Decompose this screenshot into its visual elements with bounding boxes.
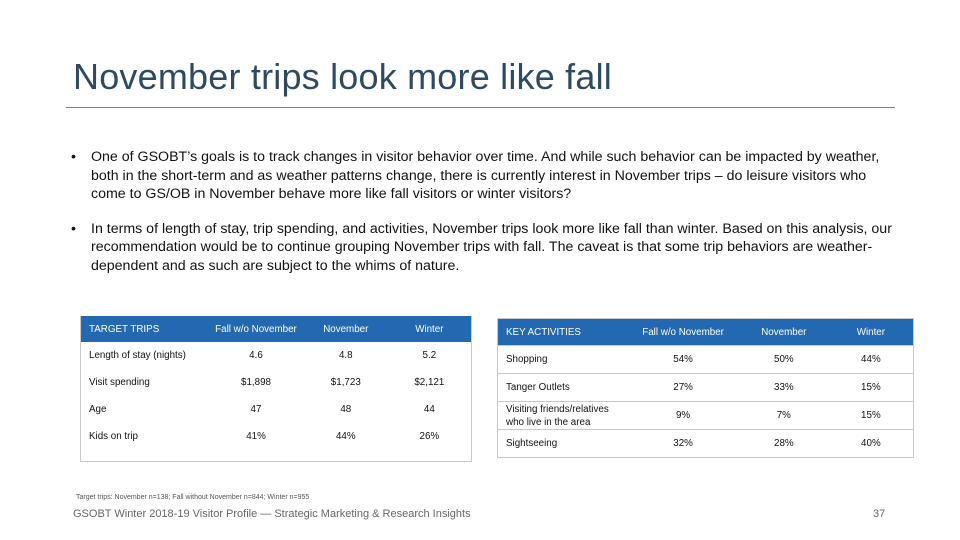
bullet-text: One of GSOBT’s goals is to track changes… [91,149,880,202]
column-header: Winter [387,316,472,342]
table-header-row: TARGET TRIPS Fall w/o November November … [80,316,472,342]
row-label: Length of stay (nights) [89,350,186,361]
row-label: Kids on trip [89,431,139,442]
column-header: November [738,318,829,346]
row-label: Sightseeing [497,429,628,458]
table-row: Length of stay (nights) 4.6 4.8 5.2 [81,342,472,369]
column-header: KEY ACTIVITIES [497,318,628,346]
table-header-row: KEY ACTIVITIES Fall w/o November Novembe… [497,318,914,346]
column-header: TARGET TRIPS [80,316,209,342]
table-cell: 41% [246,431,266,442]
table-cell: 28% [738,429,829,458]
table-cell: 5.2 [422,350,437,361]
table-cell: $2,121 [414,377,445,388]
table-cell: 15% [828,373,914,402]
row-label: Shopping [497,345,628,374]
table-row: Kids on trip 41% 44% 26% [81,423,472,462]
column-header: Fall w/o November [208,316,304,342]
bullet-text: In terms of length of stay, trip spendin… [91,220,892,274]
row-label: Tanger Outlets [497,373,628,402]
table-row: Age 47 48 44 [81,396,472,423]
table-row: Visit spending $1,898 $1,723 $2,121 [81,369,472,396]
slide-title: November trips look more like fall [73,56,612,97]
table-cell: $1,898 [241,377,271,388]
table-row: Sightseeing 32% 28% 40% [497,429,914,458]
column-header: Fall w/o November [627,318,739,346]
table-cell: 9% [627,401,739,430]
bullet-item: • In terms of length of stay, trip spend… [70,220,900,276]
sample-size-footnote: Target trips: November n=138; Fall witho… [76,494,310,501]
table-cell: 54% [627,345,739,374]
target-trips-table: TARGET TRIPS Fall w/o November November … [80,316,472,462]
table-cell: 4.8 [338,350,353,361]
table-cell: 40% [828,429,914,458]
table-cell: 44 [423,404,435,415]
bullet-dot-icon: • [71,220,76,237]
table-cell: 44% [335,431,356,442]
title-divider [66,107,895,108]
table-cell: 47 [250,404,262,415]
row-label: Age [89,404,107,415]
page-number: 37 [873,508,886,520]
table-cell: 7% [738,401,829,430]
row-label: Visiting friends/relatives who live in t… [497,401,628,430]
table-cell: $1,723 [330,377,361,388]
row-label: Visit spending [89,377,150,388]
bullet-list: • One of GSOBT’s goals is to track chang… [70,148,900,275]
table-row: Tanger Outlets 27% 33% 15% [497,373,914,402]
table-cell: 48 [340,404,352,415]
table-row: Shopping 54% 50% 44% [497,345,914,374]
table-row: Visiting friends/relatives who live in t… [497,401,914,430]
table-cell: 27% [627,373,739,402]
table-cell: 44% [828,345,914,374]
key-activities-table: KEY ACTIVITIES Fall w/o November Novembe… [497,318,914,458]
table-cell: 50% [738,345,829,374]
footer-text: GSOBT Winter 2018-19 Visitor Profile — S… [73,508,471,520]
table-cell: 32% [627,429,739,458]
table-cell: 15% [828,401,914,430]
column-header: November [303,316,388,342]
bullet-dot-icon: • [71,149,76,165]
table-cell: 33% [738,373,829,402]
column-header: Winter [828,318,914,346]
table-cell: 26% [419,431,440,442]
bullet-item: • One of GSOBT’s goals is to track chang… [70,148,900,204]
table-cell: 4.6 [249,350,263,361]
